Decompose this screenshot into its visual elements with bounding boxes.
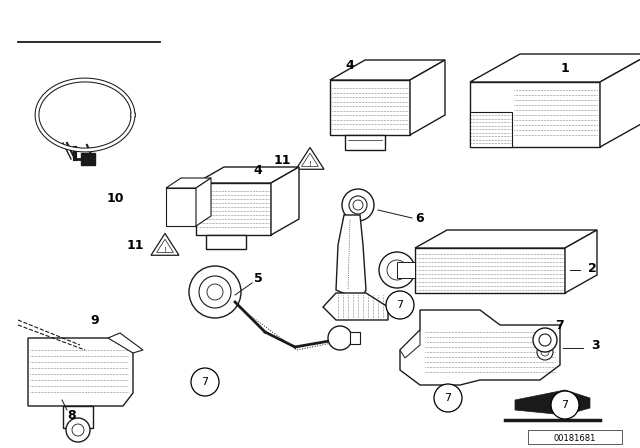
Text: 3: 3	[591, 339, 599, 352]
Text: 8: 8	[68, 409, 76, 422]
Polygon shape	[166, 188, 196, 226]
Circle shape	[539, 334, 551, 346]
Polygon shape	[400, 310, 560, 385]
Text: 7: 7	[202, 377, 209, 387]
Text: 4: 4	[346, 59, 355, 72]
Circle shape	[328, 326, 352, 350]
Text: 9: 9	[91, 314, 99, 327]
Text: 7: 7	[396, 300, 404, 310]
Polygon shape	[196, 183, 271, 235]
Polygon shape	[206, 235, 246, 249]
Polygon shape	[515, 390, 590, 415]
Polygon shape	[350, 332, 360, 344]
Polygon shape	[63, 406, 93, 428]
Text: 11: 11	[126, 238, 144, 251]
Polygon shape	[415, 248, 565, 293]
Text: 11: 11	[273, 154, 291, 167]
Polygon shape	[470, 112, 512, 147]
Text: 4: 4	[253, 164, 262, 177]
Polygon shape	[151, 233, 179, 255]
Text: 5: 5	[253, 271, 262, 284]
Polygon shape	[296, 147, 324, 169]
Circle shape	[551, 391, 579, 419]
Text: 2: 2	[588, 262, 596, 275]
Polygon shape	[330, 80, 410, 135]
Polygon shape	[397, 262, 415, 278]
Polygon shape	[600, 54, 640, 147]
Circle shape	[66, 418, 90, 442]
Polygon shape	[400, 330, 420, 358]
Polygon shape	[345, 135, 385, 150]
Circle shape	[191, 368, 219, 396]
Circle shape	[199, 276, 231, 308]
Polygon shape	[196, 178, 211, 226]
Circle shape	[386, 291, 414, 319]
Text: 6: 6	[416, 211, 424, 224]
Circle shape	[349, 196, 367, 214]
Polygon shape	[166, 178, 211, 188]
Circle shape	[537, 344, 553, 360]
Circle shape	[434, 384, 462, 412]
Polygon shape	[470, 54, 640, 82]
Polygon shape	[271, 167, 299, 235]
Polygon shape	[28, 338, 133, 406]
Text: 7: 7	[561, 400, 568, 410]
Circle shape	[189, 266, 241, 318]
Text: 7: 7	[556, 319, 564, 332]
Text: !: !	[308, 161, 312, 167]
Polygon shape	[410, 60, 445, 135]
Text: !: !	[164, 247, 166, 253]
Circle shape	[379, 252, 415, 288]
Polygon shape	[108, 333, 143, 353]
Text: 7: 7	[444, 393, 452, 403]
Polygon shape	[81, 153, 95, 165]
Circle shape	[342, 189, 374, 221]
Polygon shape	[415, 230, 597, 248]
Text: 10: 10	[106, 191, 124, 204]
Polygon shape	[330, 60, 445, 80]
Polygon shape	[196, 167, 299, 183]
Polygon shape	[336, 215, 366, 295]
Polygon shape	[323, 293, 388, 320]
Circle shape	[533, 328, 557, 352]
Polygon shape	[565, 230, 597, 293]
Text: 1: 1	[561, 61, 570, 74]
Polygon shape	[470, 82, 600, 147]
Text: 00181681: 00181681	[554, 434, 596, 443]
